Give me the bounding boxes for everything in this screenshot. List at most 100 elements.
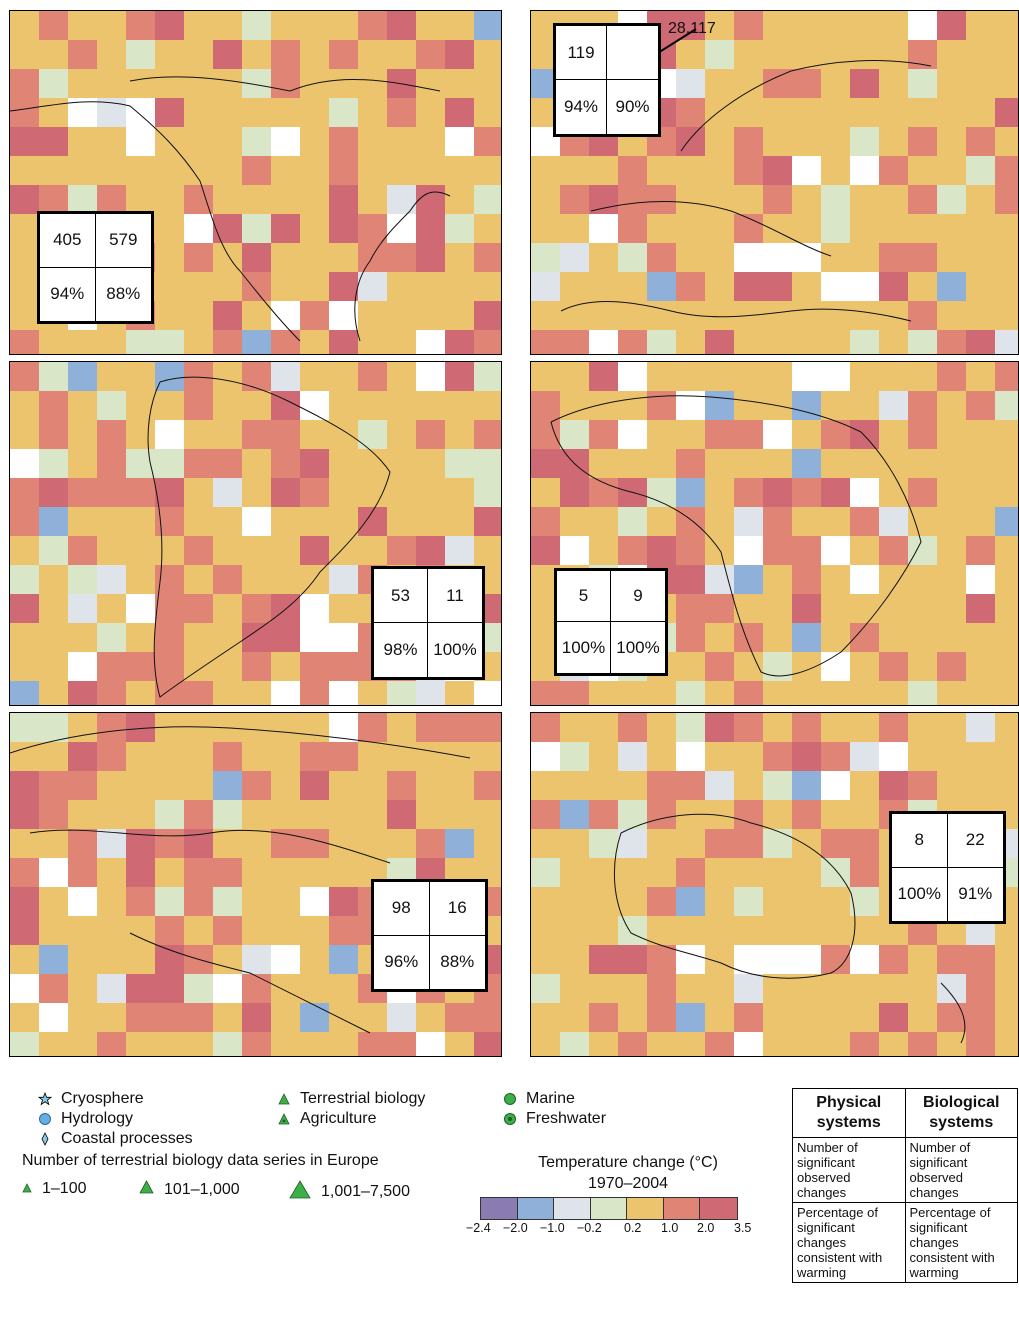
temperature-cell xyxy=(560,681,589,705)
temperature-cell xyxy=(10,185,39,214)
temperature-cell xyxy=(10,771,39,800)
tick-label: −2.4 xyxy=(466,1221,491,1235)
temperature-cell xyxy=(97,478,126,507)
temperature-cell xyxy=(300,1003,329,1032)
temperature-cell xyxy=(184,887,213,916)
temperature-cell xyxy=(155,652,184,681)
color-swatch xyxy=(554,1198,591,1219)
temperature-cell xyxy=(705,330,734,354)
temperature-cell xyxy=(39,478,68,507)
temperature-cell xyxy=(850,272,879,301)
physical-percentage-key: Percentage of significant changes consis… xyxy=(792,1202,906,1283)
biological-count: 11 xyxy=(428,569,482,623)
temperature-cell xyxy=(474,449,501,478)
tick-label: −1.0 xyxy=(540,1221,565,1235)
temperature-cell xyxy=(68,681,97,705)
temperature-cell xyxy=(908,330,937,354)
temperature-cell xyxy=(618,916,647,945)
temperature-cell xyxy=(387,243,416,272)
temperature-cell xyxy=(850,478,879,507)
temperature-cell xyxy=(589,214,618,243)
size-label: 1–100 xyxy=(42,1180,87,1197)
coastline-outline xyxy=(614,813,966,1044)
temperature-cell xyxy=(821,185,850,214)
temperature-cell xyxy=(734,1003,763,1032)
temperature-cell xyxy=(763,156,792,185)
temperature-cell xyxy=(792,945,821,974)
map-panel-europe: 119 94% 90% 28,117 xyxy=(530,10,1019,355)
temperature-cell xyxy=(242,156,271,185)
temperature-cell xyxy=(821,272,850,301)
temperature-cell xyxy=(184,594,213,623)
temperature-cell xyxy=(68,536,97,565)
physical-percentage: 100% xyxy=(557,622,611,673)
temperature-cell xyxy=(850,127,879,156)
temperature-cell xyxy=(937,272,966,301)
temperature-cell xyxy=(213,974,242,1003)
temperature-cell xyxy=(763,771,792,800)
temperature-cell xyxy=(445,713,474,742)
temperature-cell xyxy=(995,330,1018,354)
temperature-cell xyxy=(792,742,821,771)
temperature-cell xyxy=(416,420,445,449)
temperature-cell xyxy=(763,420,792,449)
temperature-cell xyxy=(995,362,1018,391)
temperature-cell xyxy=(474,478,501,507)
temperature-cell xyxy=(271,214,300,243)
stats-box: 98 16 96% 88% xyxy=(371,879,488,992)
temperature-cell xyxy=(97,742,126,771)
ringed-circle-icon xyxy=(503,1112,517,1126)
temperature-cell xyxy=(184,214,213,243)
temperature-cell xyxy=(734,420,763,449)
temperature-cell xyxy=(39,1003,68,1032)
temperature-cell xyxy=(676,127,705,156)
temperature-cell xyxy=(445,829,474,858)
temperature-cell xyxy=(39,420,68,449)
temperature-cell xyxy=(531,391,560,420)
temperature-cell xyxy=(97,185,126,214)
temperature-cell xyxy=(676,69,705,98)
temperature-cell xyxy=(531,243,560,272)
temperature-cell xyxy=(39,127,68,156)
temperature-cell xyxy=(850,69,879,98)
temperature-cell xyxy=(792,800,821,829)
temperature-cell xyxy=(242,771,271,800)
biological-percentage: 90% xyxy=(615,97,650,116)
temperature-cell xyxy=(676,742,705,771)
temperature-cell xyxy=(155,974,184,1003)
size-legend-medium: 101–1,000 xyxy=(139,1180,240,1199)
coastline-outline xyxy=(10,76,451,342)
temperature-cell xyxy=(271,681,300,705)
temperature-cell xyxy=(242,243,271,272)
temperature-cell xyxy=(10,330,39,354)
stats-box: 405 579 94% 88% xyxy=(37,211,154,324)
temperature-cell xyxy=(184,858,213,887)
temperature-cell xyxy=(474,420,501,449)
temperature-cell xyxy=(329,652,358,681)
temperature-cell xyxy=(358,243,387,272)
temperature-cell xyxy=(792,771,821,800)
temperature-cell xyxy=(39,858,68,887)
temperature-cell xyxy=(300,391,329,420)
temperature-cell xyxy=(213,478,242,507)
temperature-cell xyxy=(242,127,271,156)
temperature-cell xyxy=(531,800,560,829)
temperature-cell xyxy=(647,887,676,916)
temperature-cell xyxy=(589,420,618,449)
temperature-cell xyxy=(734,713,763,742)
temperature-cell xyxy=(155,330,184,354)
temperature-cell xyxy=(879,536,908,565)
temperature-cell xyxy=(676,713,705,742)
temperature-cell xyxy=(734,800,763,829)
temperature-cell xyxy=(213,887,242,916)
temperature-cell xyxy=(474,362,501,391)
temperature-cell xyxy=(850,1032,879,1056)
temperature-cell xyxy=(763,742,792,771)
temperature-cell xyxy=(560,330,589,354)
temperature-cell xyxy=(213,916,242,945)
temperature-cell xyxy=(300,536,329,565)
temperature-cell xyxy=(416,829,445,858)
temperature-cell xyxy=(155,829,184,858)
temperature-cell xyxy=(155,362,184,391)
temperature-cell xyxy=(560,742,589,771)
